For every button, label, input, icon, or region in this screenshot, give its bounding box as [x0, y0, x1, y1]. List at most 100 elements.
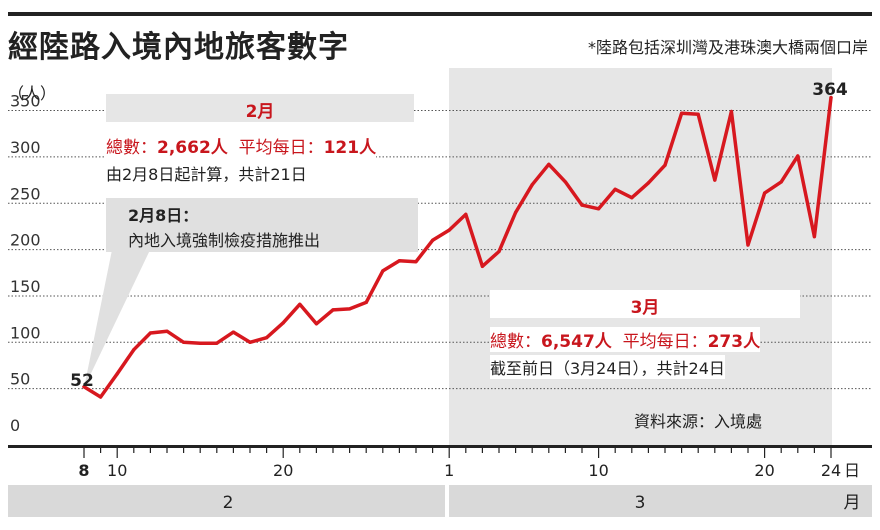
data-point: [215, 341, 219, 345]
feb-desc: 由2月8日起計算，共計21日: [106, 161, 307, 185]
march-shading: [449, 68, 832, 445]
mar-total-value: 6,547人: [541, 332, 612, 352]
month-band-mar: [449, 485, 872, 517]
data-point: [464, 212, 468, 216]
data-point: [713, 178, 717, 182]
x-tick-label: 10: [588, 461, 608, 480]
mar-heading-box: [490, 290, 800, 318]
data-point: [265, 336, 269, 340]
data-point: [680, 111, 684, 115]
data-point: [480, 264, 484, 268]
mar-total-label: 總數：: [490, 332, 541, 352]
data-point: [132, 348, 136, 352]
data-point: [547, 162, 551, 166]
x-ticks: 8 10 20 1 10 20 24 日: [78, 448, 860, 480]
data-point: [314, 322, 318, 326]
data-point: [331, 308, 335, 312]
data-point: [729, 109, 734, 114]
data-point: [746, 243, 750, 247]
data-point: [497, 249, 501, 254]
data-point: [148, 331, 152, 335]
chart-title: 經陸路入境內地旅客數字: [8, 30, 349, 65]
y-tick-label: 100: [10, 323, 41, 342]
y-tick-label: 300: [10, 138, 41, 157]
y-tick-label: 0: [10, 416, 20, 435]
month-suffix: 月: [844, 493, 861, 513]
data-point: [397, 259, 401, 263]
y-tick-label: 200: [10, 231, 41, 250]
data-point: [298, 302, 302, 306]
source-note: 資料來源：入境處: [634, 412, 763, 431]
month-label-feb: 2: [223, 493, 234, 513]
data-point: [381, 269, 385, 273]
data-point: [115, 372, 119, 376]
y-tick-label: 250: [10, 184, 41, 203]
month-label-mar: 3: [635, 493, 646, 513]
data-point: [530, 183, 534, 187]
data-point: [431, 238, 435, 242]
feb-total-line: 總數：2,662人 平均每日：121人: [106, 133, 377, 158]
data-point: [514, 210, 518, 215]
y-axis-unit: （人）: [8, 84, 57, 103]
title-rule: [8, 12, 872, 16]
data-point: [580, 203, 584, 207]
callout-line2: 內地入境強制檢疫措施推出: [128, 231, 321, 250]
mar-heading: 3月: [630, 298, 660, 318]
data-point: [99, 395, 103, 399]
month-band-feb: [8, 485, 445, 517]
callout-pointer: [84, 250, 150, 388]
mar-total-line: 總數：6,547人 平均每日：273人: [490, 327, 761, 352]
x-tick-label: 24: [821, 461, 841, 480]
data-point: [812, 235, 817, 239]
mar-desc: 截至前日（3月24日），共計24日: [490, 355, 725, 379]
data-point: [414, 260, 418, 264]
data-point: [563, 180, 568, 184]
x-day-suffix: 日: [844, 461, 860, 480]
data-point: [281, 321, 285, 325]
data-label-last: 364: [812, 80, 848, 100]
y-tick-label: 50: [10, 370, 30, 389]
data-point: [663, 163, 667, 167]
data-point: [696, 112, 700, 116]
x-axis-line: [8, 445, 872, 448]
x-tick-label: 20: [273, 461, 293, 480]
x-tick-label: 10: [107, 461, 127, 480]
data-point: [447, 228, 451, 232]
data-point: [763, 191, 767, 195]
data-point: [779, 180, 783, 184]
feb-avg-value: 121人: [323, 138, 377, 158]
feb-total-label: 總數：: [106, 138, 157, 158]
x-tick-label: 1: [444, 461, 454, 480]
footnote: *陸路包括深圳灣及港珠澳大橋兩個口岸: [587, 38, 868, 57]
data-point: [348, 307, 352, 311]
mar-avg-label: 平均每日：: [622, 332, 708, 352]
data-point: [613, 187, 617, 191]
y-tick-label: 150: [10, 277, 41, 296]
data-point: [630, 196, 634, 200]
data-point: [646, 181, 651, 185]
data-point: [198, 341, 202, 345]
feb-heading: 2月: [245, 102, 275, 122]
y-tick-label: 350: [10, 92, 41, 111]
data-point: [231, 330, 235, 334]
data-label-first: 52: [70, 371, 94, 391]
x-tick-label: 20: [754, 461, 774, 480]
data-point: [248, 340, 252, 344]
x-tick-label: 8: [78, 461, 89, 480]
feb-heading-box: [106, 94, 414, 122]
mar-avg-value: 273人: [707, 332, 761, 352]
data-point: [829, 95, 833, 100]
series-points: [82, 95, 833, 399]
data-point: [165, 329, 169, 333]
callout-line1: 2月8日：: [128, 206, 199, 225]
data-point: [182, 340, 186, 344]
y-tick-labels: 0 50 100 150 200 250 300 350: [10, 92, 41, 435]
feb-avg-label: 平均每日：: [238, 138, 324, 158]
callout-box: [106, 198, 418, 252]
data-point: [364, 300, 368, 305]
data-point: [796, 154, 800, 158]
series-line: [82, 95, 833, 399]
data-point: [82, 385, 86, 389]
feb-total-value: 2,662人: [157, 138, 228, 158]
